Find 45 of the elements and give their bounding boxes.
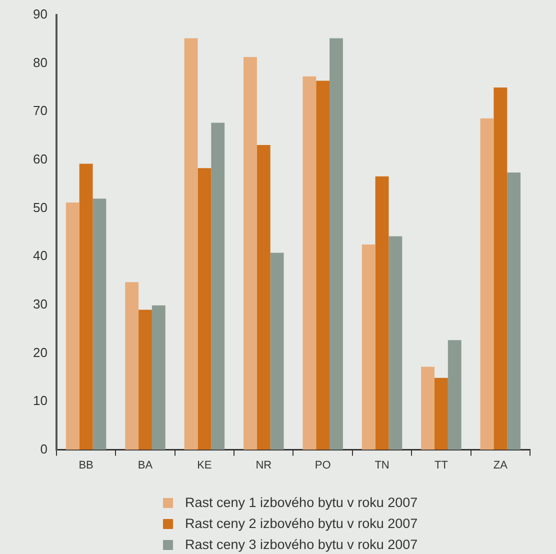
bar bbox=[79, 164, 93, 450]
x-tick-label: TN bbox=[374, 459, 390, 472]
y-tick-label: 80 bbox=[32, 54, 48, 70]
y-tick-label: 60 bbox=[32, 152, 48, 167]
bar bbox=[421, 366, 435, 450]
bar bbox=[256, 144, 270, 450]
bar bbox=[270, 252, 284, 450]
y-tick-label: 0 bbox=[40, 441, 48, 456]
bar bbox=[448, 340, 462, 450]
y-tick-label: 50 bbox=[32, 200, 48, 215]
y-tick-label: 10 bbox=[32, 393, 48, 408]
bar bbox=[244, 57, 257, 450]
x-tick-label: TT bbox=[434, 459, 448, 472]
bar bbox=[198, 168, 212, 450]
x-tick-label: PO bbox=[314, 459, 332, 472]
bar bbox=[316, 80, 330, 450]
x-tick-label: BB bbox=[78, 459, 94, 472]
bar bbox=[330, 38, 343, 450]
y-tick-label: 70 bbox=[32, 103, 48, 118]
bar bbox=[494, 87, 508, 450]
x-tick-label: NR bbox=[256, 459, 272, 472]
bar bbox=[480, 118, 494, 450]
legend-label: Rast ceny 3 izbového bytu v roku 2007 bbox=[185, 537, 418, 552]
bar bbox=[184, 38, 198, 450]
bar bbox=[375, 176, 389, 450]
bar bbox=[92, 198, 106, 450]
y-tick-label: 90 bbox=[32, 6, 48, 22]
bar bbox=[138, 310, 152, 450]
bar bbox=[211, 122, 225, 450]
bar bbox=[434, 378, 448, 450]
bar bbox=[125, 282, 139, 450]
bar bbox=[388, 236, 402, 450]
bar bbox=[362, 244, 376, 450]
bar bbox=[302, 76, 316, 450]
legend-label: Rast ceny 2 izbového bytu v roku 2007 bbox=[185, 516, 418, 531]
legend-label: Rast ceny 1 izbového bytu v roku 2007 bbox=[185, 495, 418, 510]
bar bbox=[66, 202, 80, 450]
y-tick-label: 20 bbox=[32, 344, 48, 360]
y-tick-label: 30 bbox=[32, 296, 48, 312]
x-tick-label: KE bbox=[197, 459, 212, 472]
x-tick-label: BA bbox=[138, 459, 154, 472]
bar bbox=[152, 305, 166, 450]
bar bbox=[507, 172, 521, 450]
y-tick-label: 40 bbox=[32, 248, 48, 264]
x-tick-label: ZA bbox=[493, 459, 508, 472]
